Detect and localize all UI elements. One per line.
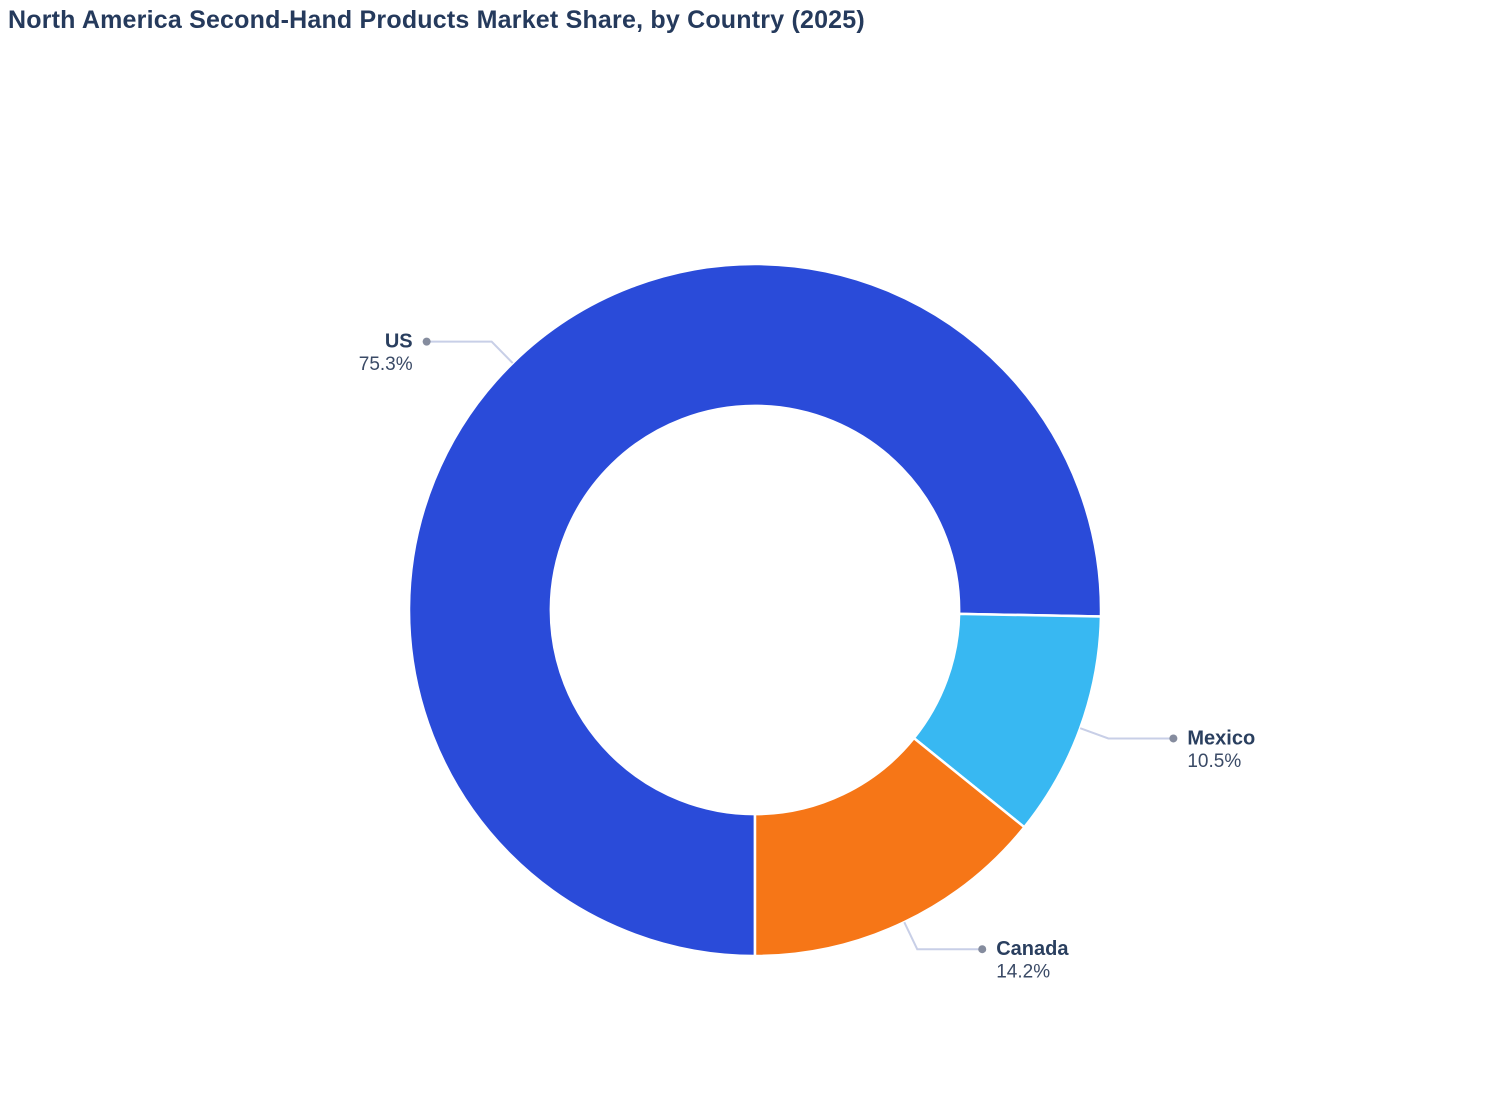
leader-line-mexico	[1079, 727, 1174, 740]
slice-label-mexico: Mexico	[1187, 727, 1255, 749]
leader-dot-us	[422, 337, 431, 346]
leader-line-us	[426, 340, 514, 364]
leader-dot-canada	[978, 945, 987, 954]
slice-us	[407, 262, 1103, 958]
leader-line-canada	[903, 921, 983, 951]
slice-label-us: US	[385, 331, 413, 353]
slice-value-label-canada: 14.2%	[996, 962, 1050, 983]
slice-value-label-mexico: 10.5%	[1187, 751, 1241, 772]
chart-title: North America Second-Hand Products Marke…	[8, 6, 865, 34]
slice-label-canada: Canada	[996, 938, 1069, 960]
slice-value-label-us: 75.3%	[359, 354, 413, 375]
leader-dot-mexico	[1169, 734, 1178, 743]
slice-canada	[753, 736, 1026, 958]
